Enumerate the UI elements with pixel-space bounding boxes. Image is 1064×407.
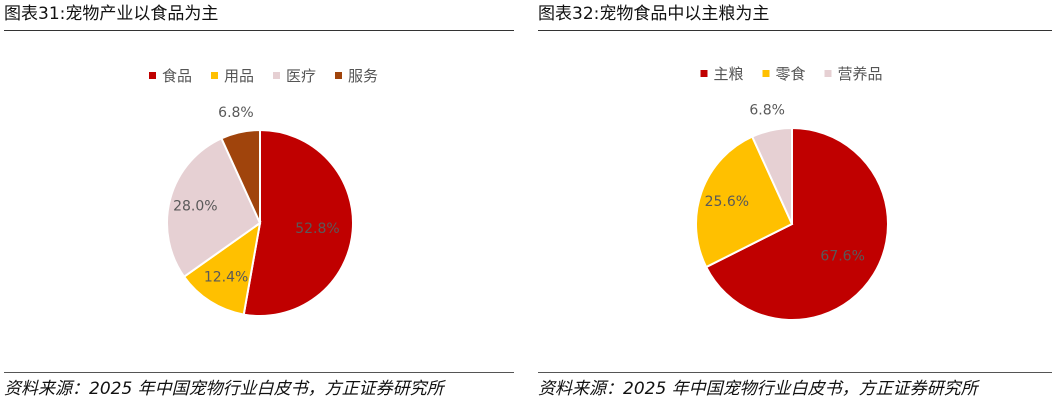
- source-divider: [538, 372, 1052, 373]
- legend-label: 用品: [224, 67, 254, 85]
- pie-slice: [704, 126, 889, 321]
- legend-swatch: [273, 72, 280, 79]
- legend-swatch: [335, 72, 342, 79]
- slice-data-label: 25.6%: [705, 194, 749, 210]
- legend-label: 主粮: [714, 65, 744, 83]
- chart-title: 图表31:宠物产业以食品为主: [4, 4, 219, 24]
- source-note: 资料来源：2025 年中国宠物行业白皮书，方正证券研究所: [4, 379, 444, 399]
- pie-slice: [750, 126, 793, 225]
- pie-slice: [220, 128, 261, 224]
- legend-item: 食品: [149, 67, 192, 85]
- legend-label: 食品: [162, 67, 192, 85]
- pie-chart-pet-industry: 食品 用品 医疗 服务 52.8% 12.4% 28.0% 6.8%: [149, 67, 378, 317]
- slice-data-label: 52.8%: [295, 221, 339, 237]
- legend-swatch: [762, 70, 770, 77]
- legend-item: 主粮: [700, 65, 744, 83]
- source-divider: [4, 372, 514, 373]
- pie-slice: [182, 220, 262, 316]
- title-divider: [538, 30, 1052, 31]
- pie-slice: [242, 128, 354, 317]
- legend-item: 医疗: [273, 67, 316, 85]
- legend-label: 服务: [348, 67, 378, 85]
- chart-title: 图表32:宠物食品中以主粮为主: [538, 4, 770, 24]
- legend-label: 医疗: [286, 67, 316, 85]
- chart-panel-left: 图表31:宠物产业以食品为主 食品 用品 医疗 服务 52.8% 12.4% 28.0% 6.…: [4, 0, 514, 407]
- legend-item: 服务: [335, 67, 378, 85]
- legend-swatch: [824, 70, 832, 77]
- legend-item: 营养品: [824, 65, 883, 83]
- pie-slice: [695, 135, 794, 269]
- title-divider: [4, 30, 514, 31]
- legend-item: 用品: [211, 67, 254, 85]
- slice-data-label: 6.8%: [218, 105, 254, 121]
- legend-swatch: [700, 70, 708, 77]
- chart-panel-right: 图表32:宠物食品中以主粮为主 主粮 零食 营养品 67.6% 25.6% 6.8% 资料…: [538, 0, 1052, 407]
- legend-label: 营养品: [838, 65, 883, 83]
- legend-item: 零食: [762, 65, 806, 83]
- slice-data-label: 28.0%: [173, 199, 217, 215]
- legend-swatch: [211, 72, 218, 79]
- pie-chart-pet-food: 主粮 零食 营养品 67.6% 25.6% 6.8%: [695, 65, 889, 321]
- slice-data-label: 12.4%: [204, 269, 248, 285]
- legend-label: 零食: [776, 65, 806, 83]
- slice-data-label: 6.8%: [749, 103, 785, 119]
- source-note: 资料来源：2025 年中国宠物行业白皮书，方正证券研究所: [538, 379, 978, 399]
- slice-data-label: 67.6%: [820, 248, 864, 264]
- legend-swatch: [149, 72, 156, 79]
